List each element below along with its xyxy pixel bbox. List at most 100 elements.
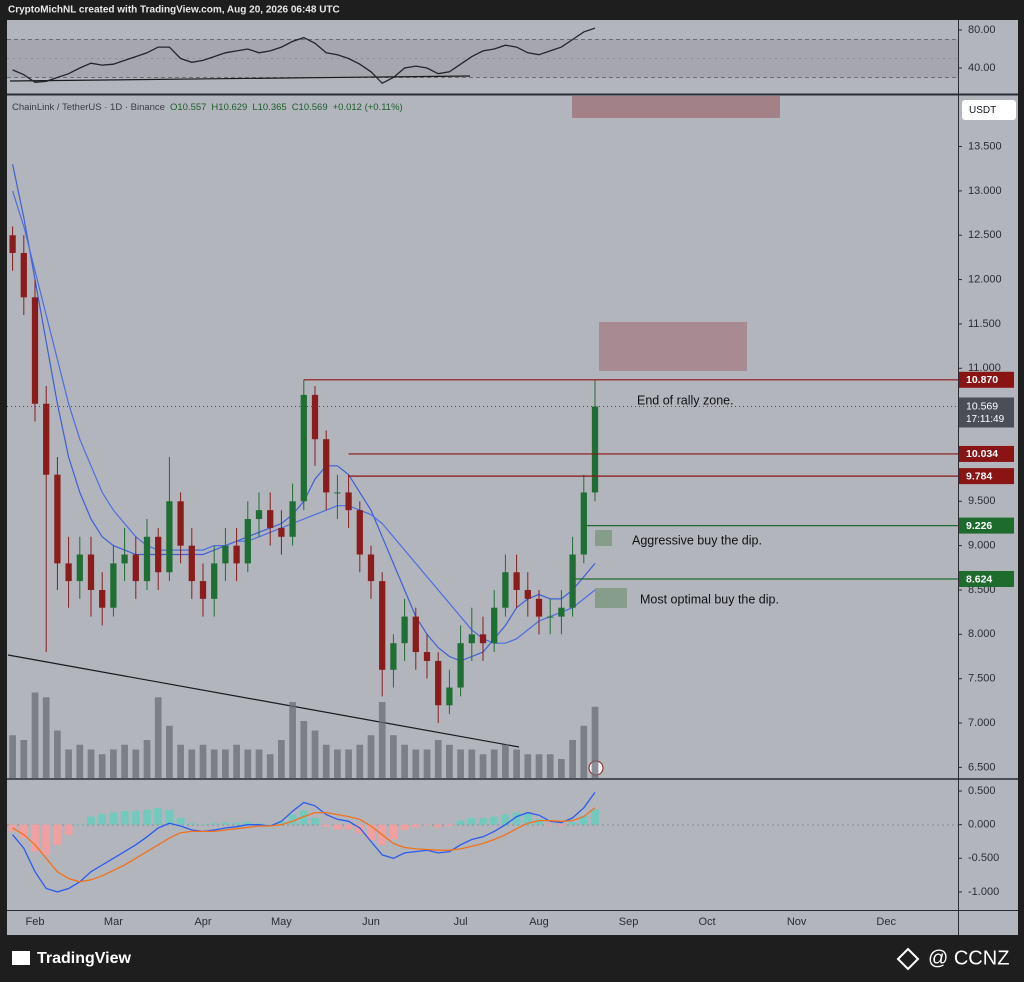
candle-body — [390, 643, 397, 670]
candle-body — [345, 492, 352, 511]
candle-body — [233, 545, 240, 564]
candle-body — [65, 563, 72, 582]
candle-body — [535, 598, 543, 617]
resistance-zone — [572, 96, 780, 118]
time-axis — [7, 910, 1018, 935]
candle-body — [132, 554, 139, 582]
histogram-bar — [42, 824, 51, 855]
histogram-bar — [221, 822, 230, 825]
watermark-icon — [896, 947, 920, 971]
volume-bar — [98, 754, 106, 778]
level-label: 9.784 — [966, 470, 992, 482]
y-tick-label: 6.500 — [968, 761, 996, 773]
histogram-bar — [434, 824, 443, 828]
x-tick-label: Aug — [529, 916, 549, 928]
histogram-bar — [187, 823, 196, 825]
histogram-bar — [344, 824, 353, 830]
candle-body — [524, 589, 531, 599]
ohlc-value: C10.569 — [292, 102, 328, 113]
annotation: Most optimal buy the dip. — [640, 592, 779, 606]
histogram-bar — [165, 809, 174, 825]
series-line — [12, 27, 596, 84]
histogram-bar — [277, 821, 286, 825]
currency-button[interactable] — [962, 100, 1016, 120]
y-tick-label: 11.000 — [968, 362, 1001, 374]
level-label: 9.226 — [966, 520, 992, 532]
symbol: ChainLink / TetherUS · 1D · Binance — [12, 102, 165, 113]
volume-bar — [65, 749, 72, 778]
histogram-bar — [98, 813, 107, 825]
volume-bar — [177, 744, 184, 778]
x-tick-label: Feb — [26, 916, 45, 928]
candle-body — [54, 474, 61, 564]
histogram-bar — [400, 824, 409, 831]
y-tick-label: -1.000 — [968, 886, 999, 898]
y-tick-label: 12.500 — [968, 229, 1002, 241]
histogram-bar — [411, 824, 420, 828]
volume-bar — [188, 749, 196, 778]
x-tick-label: Oct — [698, 916, 715, 928]
histogram-bar — [109, 812, 118, 825]
volume-bar — [222, 749, 229, 778]
volume-bar — [300, 721, 308, 778]
x-tick-label: Mar — [104, 916, 123, 928]
volume-bar — [255, 749, 263, 778]
candle-body — [188, 545, 195, 582]
histogram-bar — [255, 823, 263, 825]
candle-body — [289, 501, 296, 537]
histogram-bar — [557, 824, 566, 827]
level-label: 10.870 — [966, 374, 998, 386]
brand-logo — [12, 951, 30, 965]
volume-bar — [390, 735, 397, 778]
histogram-bar — [333, 824, 342, 830]
x-tick-label: Dec — [876, 916, 896, 928]
candle-body — [9, 235, 16, 253]
histogram-bar — [367, 824, 375, 841]
candle-body — [580, 492, 587, 555]
volume-bar — [199, 744, 207, 778]
histogram-bar — [31, 824, 39, 852]
volume-bar — [356, 744, 364, 778]
volume-bar — [558, 759, 565, 778]
y-tick-label: 0.000 — [968, 819, 996, 831]
annotation: Aggressive buy the dip. — [632, 533, 762, 547]
candle-body — [143, 536, 151, 582]
histogram-bar — [546, 824, 555, 826]
volume-bar — [546, 754, 554, 778]
candle-body — [278, 527, 285, 537]
volume-bar — [166, 725, 173, 778]
candle-body — [199, 581, 207, 599]
volume-bar — [378, 702, 386, 778]
buy-zone — [595, 588, 627, 608]
volume-bar — [20, 740, 28, 778]
candle-body — [31, 297, 39, 404]
price-legend: ChainLink / TetherUS · 1D · Binance O10.5… — [12, 102, 403, 113]
ohlc-value: H10.629 — [211, 102, 247, 113]
level-label: 8.624 — [966, 573, 992, 585]
volume-bar — [210, 749, 218, 778]
candle-body — [121, 554, 128, 564]
candle-body — [155, 536, 162, 573]
histogram-bar — [210, 823, 219, 825]
histogram-bar — [154, 807, 163, 825]
y-tick-label: 9.500 — [968, 495, 996, 507]
histogram-bar — [579, 815, 588, 825]
candle-body — [300, 394, 307, 502]
price-axis — [958, 20, 1018, 910]
candle-body — [222, 545, 229, 564]
histogram-bar — [568, 821, 577, 825]
candle-body — [591, 406, 599, 493]
ohlc-value: O10.557 — [170, 102, 206, 113]
y-tick-label: 8.000 — [968, 628, 996, 640]
y-tick-label: 9.000 — [968, 540, 996, 552]
volume-bar — [401, 744, 408, 778]
currency-label[interactable]: USDT — [969, 105, 996, 116]
candle-body — [255, 510, 263, 520]
level-label: 10.034 — [966, 448, 998, 460]
volume-bar — [9, 735, 16, 778]
volume-bar — [412, 749, 420, 778]
candle-body — [166, 501, 173, 573]
volume-bar — [54, 730, 61, 778]
ohlc-change: +0.012 (+0.11%) — [333, 102, 403, 113]
